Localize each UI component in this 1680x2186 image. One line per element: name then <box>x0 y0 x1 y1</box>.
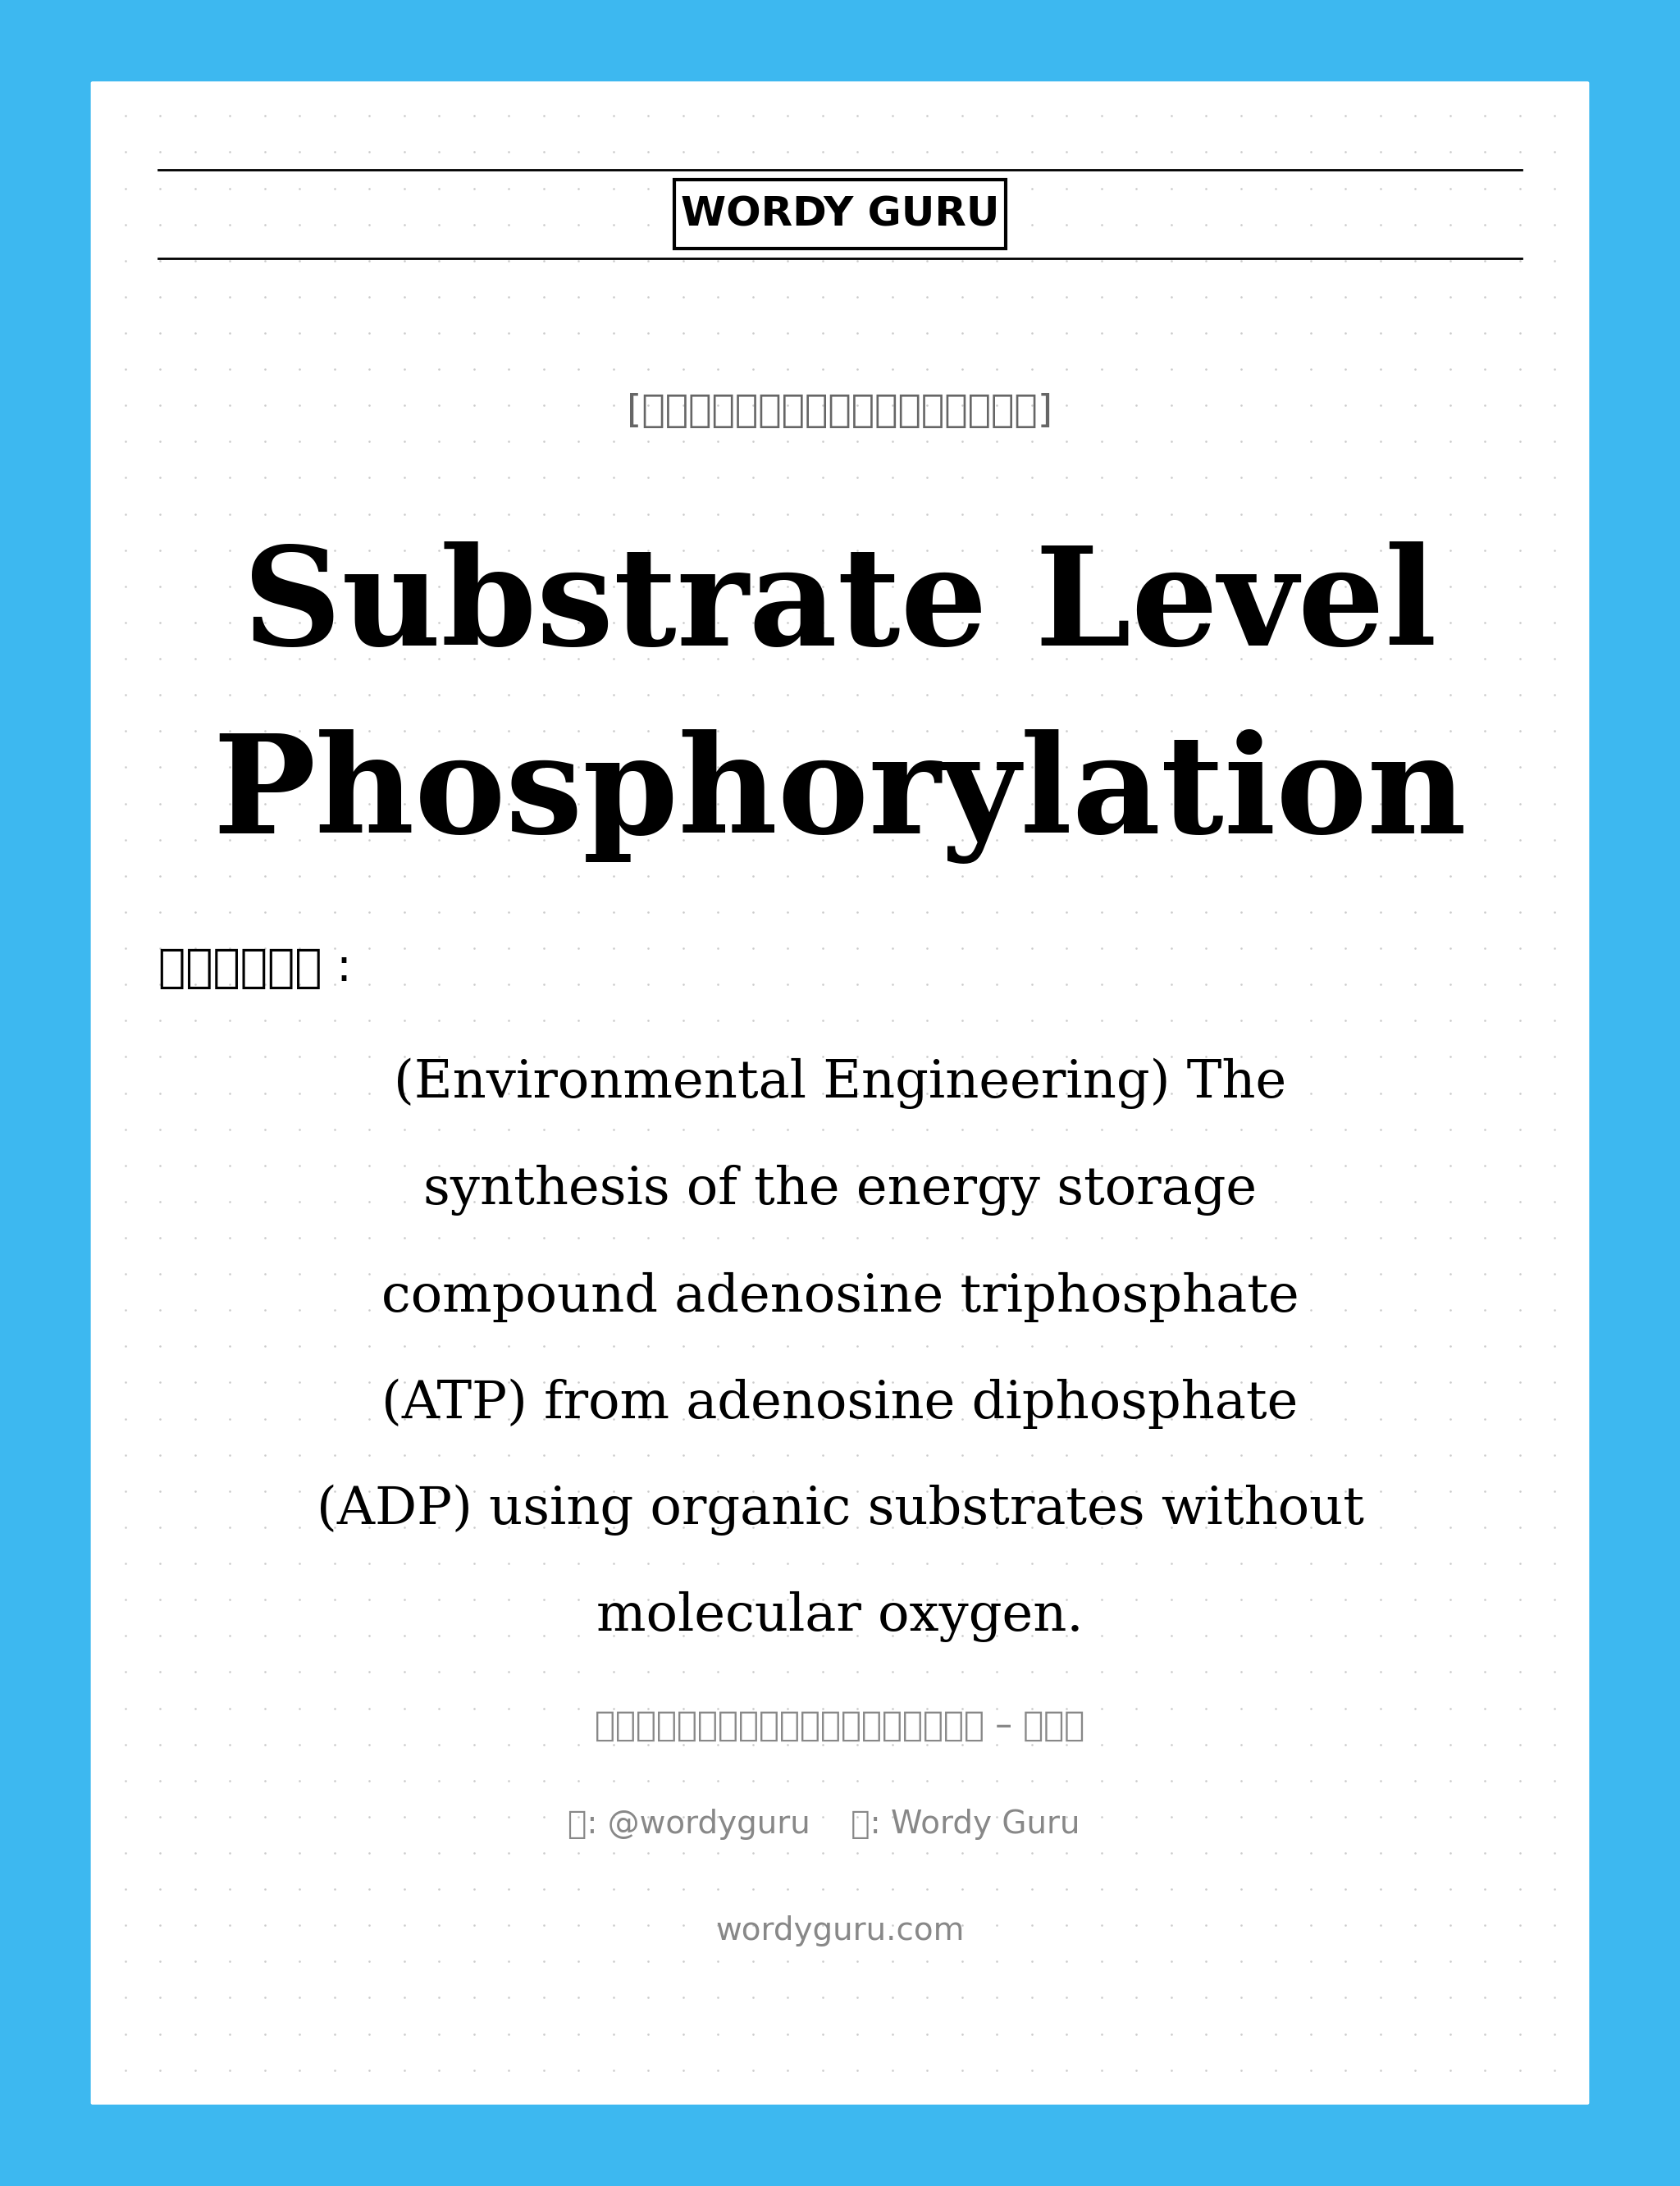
FancyBboxPatch shape <box>674 179 1006 249</box>
Text: synthesis of the energy storage: synthesis of the energy storage <box>423 1165 1257 1215</box>
Text: Phosphorylation: Phosphorylation <box>213 730 1467 863</box>
Text: (Environmental Engineering) The: (Environmental Engineering) The <box>393 1058 1287 1110</box>
Text: 🐦: @wordyguru    📘: Wordy Guru: 🐦: @wordyguru 📘: Wordy Guru <box>568 1808 1080 1841</box>
Text: (ATP) from adenosine diphosphate: (ATP) from adenosine diphosphate <box>381 1379 1299 1430</box>
Text: (ADP) using organic substrates without: (ADP) using organic substrates without <box>316 1484 1364 1537</box>
Text: molecular oxygen.: molecular oxygen. <box>596 1591 1084 1642</box>
Text: wordyguru.com: wordyguru.com <box>716 1915 964 1946</box>
Text: compound adenosine triphosphate: compound adenosine triphosphate <box>381 1272 1299 1323</box>
Text: Substrate Level: Substrate Level <box>244 542 1436 675</box>
FancyBboxPatch shape <box>91 81 1589 2105</box>
Text: ศัพท์ช่างภาษาอังกฤษ – ไทย: ศัพท์ช่างภาษาอังกฤษ – ไทย <box>595 1709 1085 1742</box>
Text: [คำศัพท์ภาษาอังกฤษ]: [คำศัพท์ภาษาอังกฤษ] <box>627 393 1053 431</box>
Text: แปลว่า :: แปลว่า : <box>158 947 351 990</box>
Text: WORDY GURU: WORDY GURU <box>680 195 1000 234</box>
